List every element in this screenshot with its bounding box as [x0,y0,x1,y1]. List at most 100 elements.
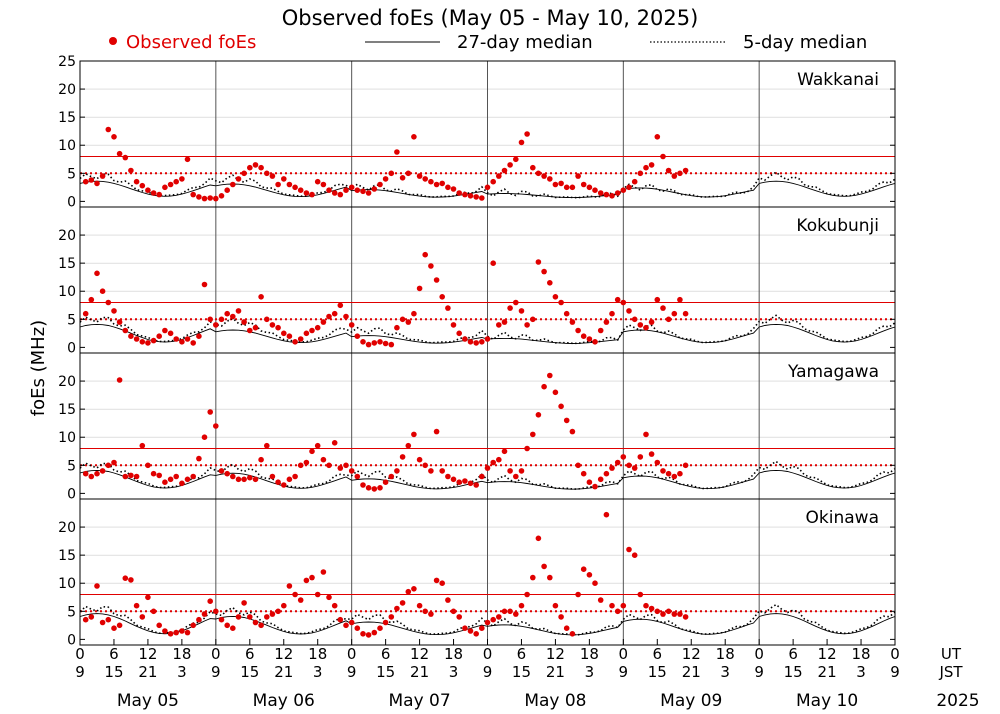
median-5day-curve [79,314,896,345]
observed-point [671,173,678,179]
observed-point [428,611,434,617]
observed-point [620,454,627,460]
observed-point [456,330,463,337]
observed-point [224,470,230,477]
jst-tick-label: 21 [682,663,701,681]
observed-point [297,462,304,469]
observed-point [428,263,434,269]
observed-point [326,594,332,601]
observed-point [371,186,378,192]
observed-point [411,310,417,317]
observed-point [501,448,508,455]
observed-point [558,403,564,410]
observed-point [354,473,361,480]
observed-point [184,476,191,483]
observed-point [671,473,678,480]
observed-point [314,591,321,598]
ut-tick-label: 12 [818,645,837,663]
y-tick-label: 0 [67,486,76,502]
observed-point [111,625,117,631]
observed-point [150,608,157,615]
observed-point [496,614,502,620]
observed-point [631,178,638,185]
observed-point [547,280,553,286]
day-label: May 05 [117,691,179,711]
jst-tick-label: 15 [240,663,259,681]
observed-point [388,473,395,480]
observed-point [496,456,502,463]
observed-point [547,574,553,581]
observed-point [213,608,219,615]
observed-point [241,476,247,483]
observed-point [201,434,208,441]
observed-point [133,178,140,185]
observed-point [507,608,513,615]
y-tick-label: 0 [67,194,76,210]
observed-point [286,333,293,340]
observed-point [281,602,287,609]
y-tick-label: 0 [67,340,76,356]
observed-point [179,339,185,345]
observed-point [462,478,468,484]
observed-point [569,631,576,637]
observed-point [320,319,327,325]
observed-point [190,622,196,629]
observed-point [677,611,683,617]
observed-point [196,616,202,623]
observed-point [128,577,134,583]
jst-tick-label: 15 [784,663,803,681]
ut-tick-label: 0 [75,645,85,663]
observed-point [643,602,649,609]
jst-tick-label: 21 [138,663,157,681]
observed-point [405,170,412,177]
observed-point [360,631,366,637]
observed-point [609,310,615,317]
observed-point [179,480,185,487]
jst-tick-label: 21 [274,663,293,681]
observed-point [173,178,179,185]
jst-tick-label: 15 [104,663,123,681]
observed-point [665,316,672,323]
observed-point [235,308,242,314]
observed-point [394,468,400,474]
observed-point [428,178,434,185]
observed-point [648,451,655,457]
observed-point [122,575,129,581]
y-tick-label: 10 [58,430,76,446]
observed-point [450,186,457,192]
observed-point [111,134,117,140]
ut-tick-label: 18 [851,645,870,663]
observed-point [88,614,95,620]
observed-point [230,181,236,188]
observed-point [479,473,485,480]
observed-point [439,294,446,300]
observed-point [179,176,185,182]
observed-point [162,327,168,334]
observed-point [264,170,270,177]
observed-point [320,181,327,188]
observed-point [258,164,264,171]
observed-point [388,341,395,348]
station-name: Yamagawa [787,362,879,382]
observed-point [173,473,179,480]
observed-point [614,296,621,303]
y-tick-label: 10 [58,138,76,154]
observed-point [331,440,338,446]
observed-point [541,383,547,390]
observed-point [235,614,242,620]
ut-tick-label: 18 [308,645,327,663]
y-tick-label: 20 [58,82,76,98]
observed-point [303,459,310,466]
station-name: Okinawa [806,508,879,528]
panel-wakkanai: 0 5 10 15 20 25 Wakkanai [58,54,896,210]
legend: Observed foEs 27-day median 5-day median [109,32,867,53]
observed-point [450,476,457,483]
observed-point [365,485,372,491]
observed-point [281,482,287,488]
observed-point [173,336,179,342]
observed-point [631,552,638,558]
observed-point [558,614,564,620]
observed-point [105,299,112,306]
observed-point [196,333,202,340]
observed-point [405,319,412,325]
